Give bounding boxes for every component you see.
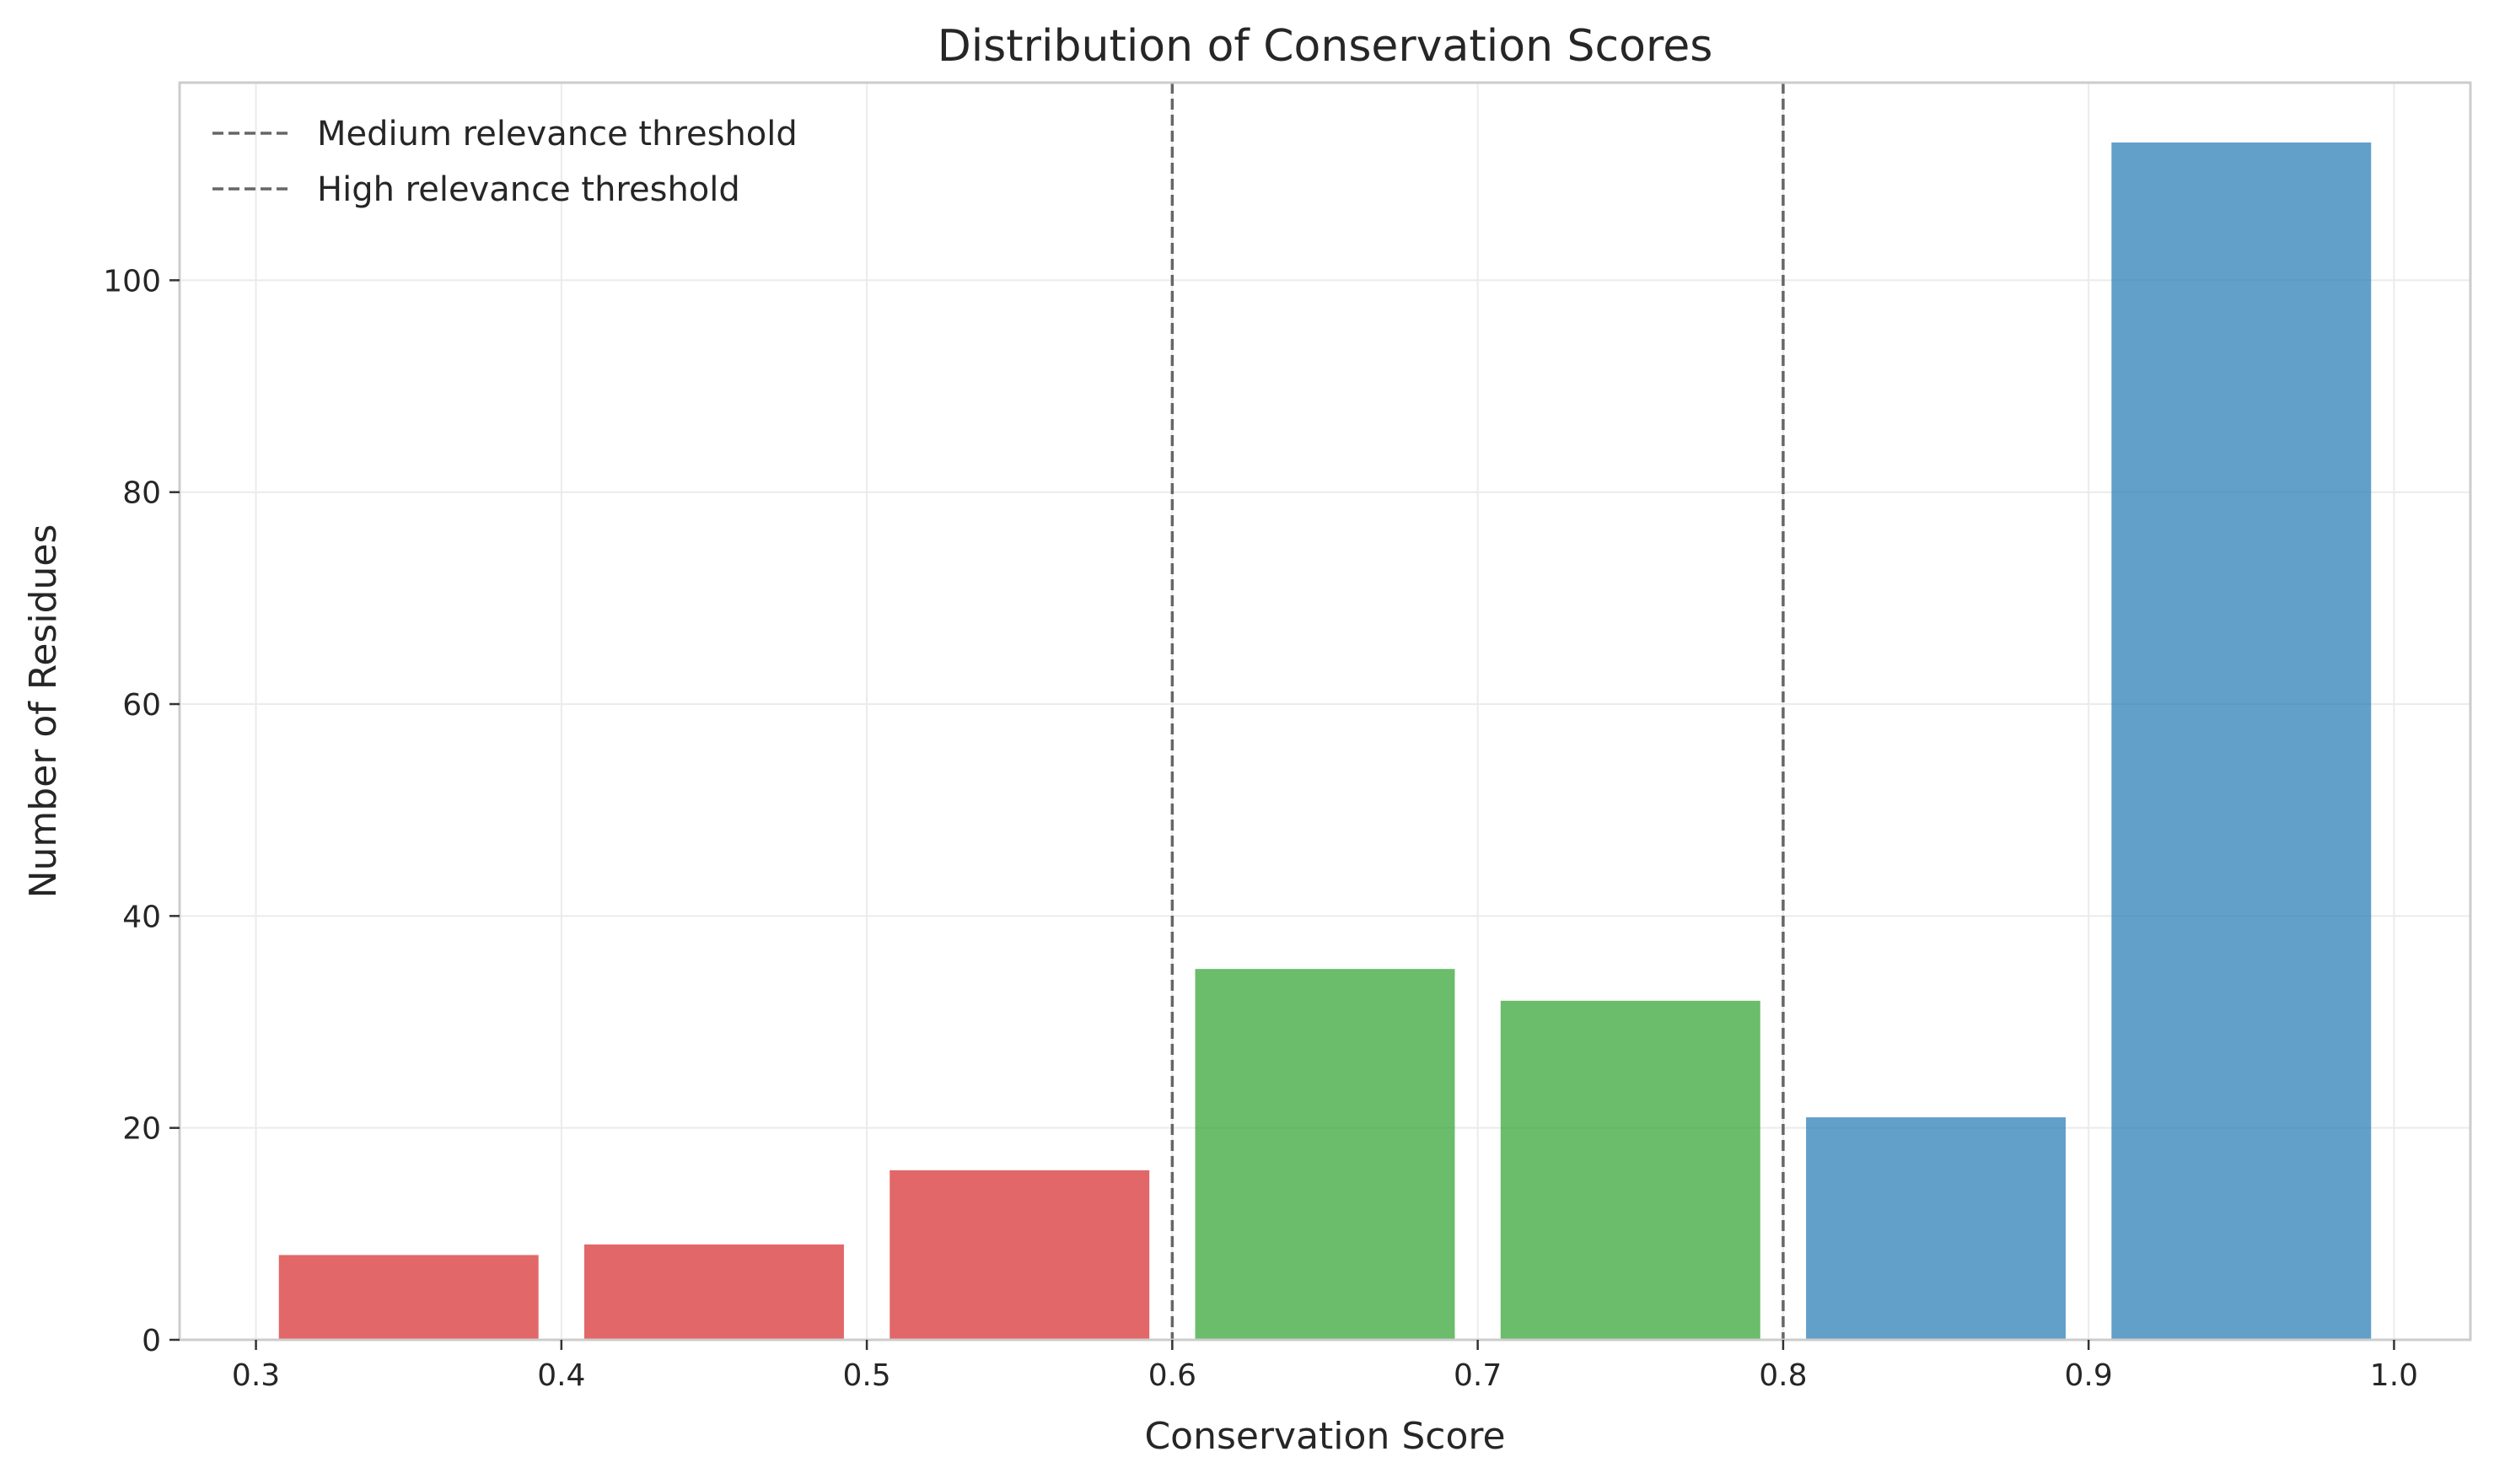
x-tick-label: 0.9 xyxy=(2065,1358,2113,1393)
y-tick-label: 20 xyxy=(122,1112,161,1147)
legend-label-0: Medium relevance threshold xyxy=(317,115,798,153)
legend-label-1: High relevance threshold xyxy=(317,170,740,209)
bar-4 xyxy=(1500,1000,1760,1340)
x-axis-ticks: 0.3 0.4 0.5 0.6 0.7 0.8 0.9 1.0 xyxy=(232,1340,2418,1393)
x-tick-label: 0.5 xyxy=(842,1358,890,1393)
y-tick-label: 60 xyxy=(122,688,161,723)
bar-6 xyxy=(2111,142,2372,1340)
y-axis-ticks: 0 20 40 60 80 100 xyxy=(103,264,180,1358)
bar-3 xyxy=(1195,969,1455,1340)
bar-0 xyxy=(278,1255,539,1340)
legend: Medium relevance threshold High relevance… xyxy=(212,115,798,209)
bar-5 xyxy=(1806,1117,2066,1340)
plot-frame xyxy=(178,81,2472,1342)
y-tick-label: 40 xyxy=(122,900,161,934)
x-tick-label: 0.7 xyxy=(1454,1358,1502,1393)
bars xyxy=(278,142,2372,1340)
x-tick-label: 0.8 xyxy=(1759,1358,1807,1393)
x-tick-label: 0.4 xyxy=(537,1358,585,1393)
x-tick-label: 0.6 xyxy=(1148,1358,1196,1393)
chart-title: Distribution of Conservation Scores xyxy=(938,21,1713,72)
x-tick-label: 0.3 xyxy=(232,1358,280,1393)
x-tick-label: 1.0 xyxy=(2370,1358,2418,1393)
y-tick-label: 80 xyxy=(122,476,161,511)
y-tick-label: 0 xyxy=(142,1324,161,1358)
y-axis-label: Number of Residues xyxy=(22,524,65,899)
bar-2 xyxy=(890,1169,1150,1340)
threshold-lines xyxy=(1170,83,1785,1340)
y-tick-label: 100 xyxy=(103,264,161,298)
bar-1 xyxy=(584,1244,844,1340)
x-axis-label: Conservation Score xyxy=(1144,1415,1505,1458)
